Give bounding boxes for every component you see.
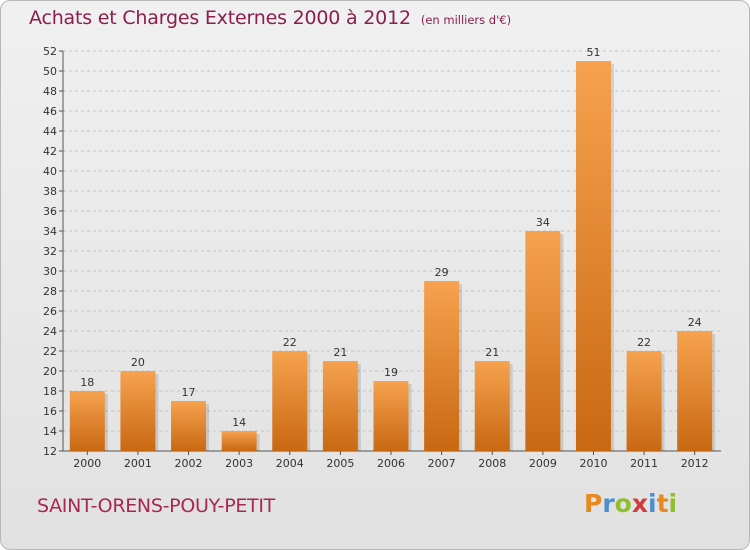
bar-2009 — [525, 231, 561, 451]
value-label: 18 — [80, 376, 94, 389]
bar-2006 — [373, 381, 409, 451]
value-label: 24 — [688, 316, 702, 329]
y-tick-label: 42 — [43, 145, 57, 158]
y-tick-label: 20 — [43, 365, 57, 378]
x-tick-label: 2005 — [326, 457, 354, 470]
x-tick-label: 2003 — [225, 457, 253, 470]
value-label: 19 — [384, 366, 398, 379]
value-label: 51 — [586, 46, 600, 59]
y-tick-label: 28 — [43, 285, 57, 298]
x-tick-label: 2012 — [681, 457, 709, 470]
x-tick-label: 2008 — [478, 457, 506, 470]
y-tick-label: 26 — [43, 305, 57, 318]
bar-2004 — [272, 351, 308, 451]
title-row: Achats et Charges Externes 2000 à 2012 (e… — [29, 7, 511, 29]
x-tick-label: 2000 — [73, 457, 101, 470]
x-tick-label: 2001 — [124, 457, 152, 470]
bar-2005 — [322, 361, 358, 451]
bar-2000 — [69, 391, 105, 451]
y-tick-label: 38 — [43, 185, 57, 198]
logo-letter: i — [648, 489, 657, 518]
value-label: 22 — [283, 336, 297, 349]
bar-2011 — [626, 351, 662, 451]
x-tick-label: 2004 — [276, 457, 304, 470]
proxiti-logo: Proxiti — [584, 489, 677, 518]
logo-letter: o — [614, 489, 632, 518]
x-tick-label: 2011 — [630, 457, 658, 470]
bar-2007 — [424, 281, 460, 451]
logo-letter: t — [656, 489, 669, 518]
value-label: 29 — [435, 266, 449, 279]
y-tick-label: 12 — [43, 445, 57, 458]
y-tick-label: 18 — [43, 385, 57, 398]
commune-name: SAINT-ORENS-POUY-PETIT — [37, 495, 275, 517]
y-tick-label: 30 — [43, 265, 57, 278]
bar-2002 — [171, 401, 207, 451]
x-tick-label: 2007 — [428, 457, 456, 470]
bars — [69, 61, 716, 451]
x-tick-label: 2006 — [377, 457, 405, 470]
chart-title: Achats et Charges Externes 2000 à 2012 — [29, 7, 411, 29]
bar-2010 — [575, 61, 611, 451]
logo-letter: x — [631, 489, 648, 518]
value-label: 20 — [131, 356, 145, 369]
y-tick-label: 16 — [43, 405, 57, 418]
bar-2008 — [474, 361, 510, 451]
y-tick-label: 44 — [43, 125, 57, 138]
value-label: 34 — [536, 216, 550, 229]
logo-letter: P — [584, 489, 603, 518]
value-label: 22 — [637, 336, 651, 349]
x-tick-label: 2002 — [175, 457, 203, 470]
x-tick-label: 2010 — [579, 457, 607, 470]
y-tick-label: 50 — [43, 65, 57, 78]
y-tick-label: 34 — [43, 225, 57, 238]
value-label: 21 — [333, 346, 347, 359]
y-tick-label: 22 — [43, 345, 57, 358]
y-tick-label: 14 — [43, 425, 57, 438]
y-tick-label: 52 — [43, 45, 57, 58]
bar-2001 — [120, 371, 156, 451]
value-label: 17 — [182, 386, 196, 399]
logo-letter: r — [602, 489, 615, 518]
grid-lines — [63, 50, 721, 452]
y-tick-label: 32 — [43, 245, 57, 258]
y-tick-label: 36 — [43, 205, 57, 218]
y-tick-label: 24 — [43, 325, 57, 338]
labels: 12 14 16 18 20 22 24 26 28 30 32 34 36 38 40 42 44 46 48 50… — [43, 45, 709, 470]
value-label: 21 — [485, 346, 499, 359]
logo-letter: i — [668, 489, 678, 518]
bar-2003 — [221, 431, 257, 451]
y-tick-label: 48 — [43, 85, 57, 98]
value-label: 14 — [232, 416, 246, 429]
x-tick-label: 2009 — [529, 457, 557, 470]
bar-2012 — [677, 331, 713, 451]
y-tick-label: 40 — [43, 165, 57, 178]
y-tick-label: 46 — [43, 105, 57, 118]
chart-subtitle: (en milliers d'€) — [420, 13, 512, 27]
